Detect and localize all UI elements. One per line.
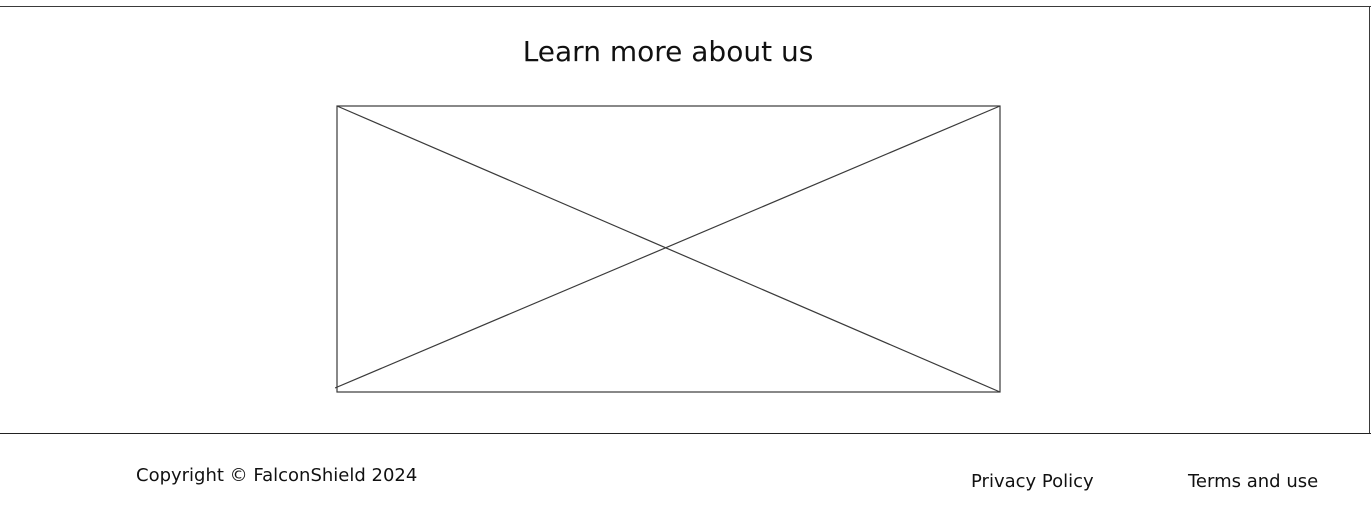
terms-and-use-link[interactable]: Terms and use: [1188, 471, 1319, 492]
footer-divider: [0, 433, 1371, 434]
image-placeholder: [335, 105, 1001, 394]
footer: Copyright © FalconShield 2024 Privacy Po…: [0, 435, 1371, 527]
placeholder-frame: [336, 105, 1001, 393]
image-placeholder-icon: [335, 105, 1001, 393]
top-divider: [0, 6, 1371, 7]
right-border: [1369, 6, 1370, 434]
placeholder-diagonal-1: [336, 105, 1001, 393]
privacy-policy-link[interactable]: Privacy Policy: [971, 471, 1094, 492]
placeholder-diagonal-2: [335, 105, 1001, 389]
section-title: Learn more about us: [522, 35, 814, 68]
copyright-text: Copyright © FalconShield 2024: [136, 465, 418, 486]
about-section: Learn more about us: [0, 7, 1369, 433]
